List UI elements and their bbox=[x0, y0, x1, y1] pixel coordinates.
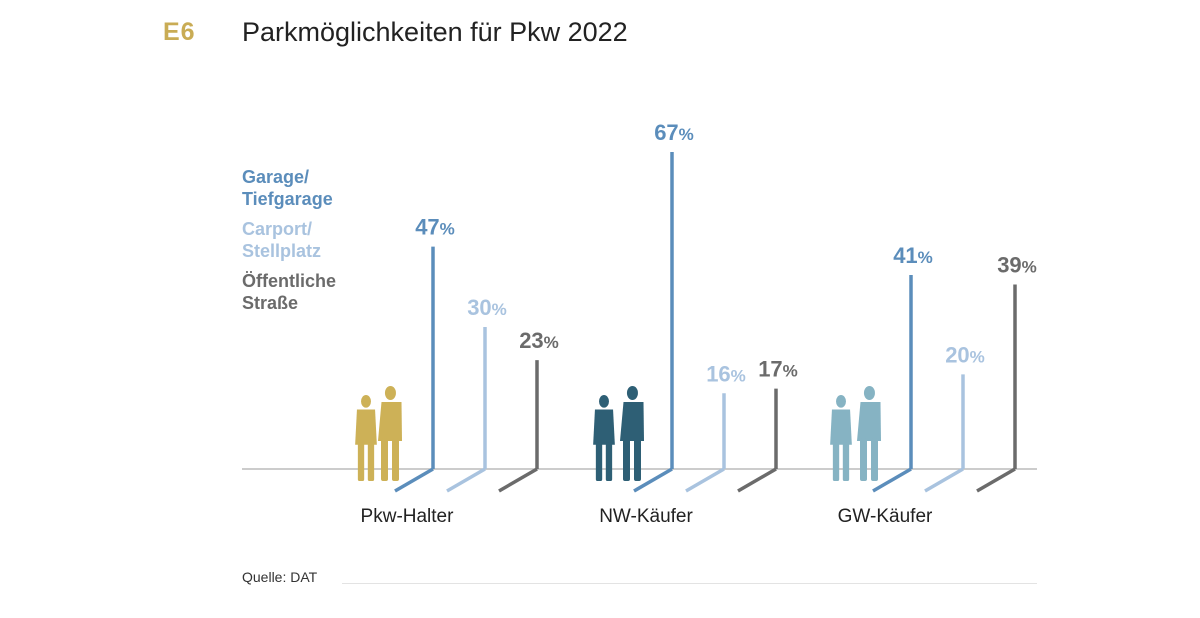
bar-foot bbox=[394, 467, 434, 493]
data-label: 16% bbox=[706, 361, 746, 386]
category-label: NW-Käufer bbox=[599, 506, 693, 527]
legend-label-strasse-line2: Straße bbox=[242, 293, 299, 313]
bar-foot bbox=[737, 467, 777, 493]
bar-foot bbox=[498, 467, 538, 493]
legend-label-carport-line1: Carport/ bbox=[242, 219, 313, 239]
data-label: 47% bbox=[415, 215, 455, 240]
figure-id: E6 bbox=[163, 18, 196, 46]
source-divider bbox=[342, 583, 1037, 584]
legend-label-garage-line1: Garage/ bbox=[242, 167, 310, 187]
legend-item-strasse: Öffentliche Straße bbox=[242, 270, 372, 314]
data-label: 39% bbox=[997, 252, 1037, 277]
legend-label-garage-line2: Tiefgarage bbox=[242, 189, 333, 209]
data-label: 20% bbox=[945, 342, 985, 367]
bar-foot bbox=[872, 467, 912, 493]
chart-title: Parkmöglichkeiten für Pkw 2022 bbox=[242, 17, 628, 47]
source-note: Quelle: DAT bbox=[242, 569, 318, 585]
category-label: Pkw-Halter bbox=[361, 506, 455, 527]
data-label: 41% bbox=[893, 243, 933, 268]
bar-foot bbox=[924, 467, 964, 493]
bar-foot bbox=[685, 467, 725, 493]
bar-foot bbox=[976, 467, 1016, 493]
person-icon bbox=[378, 386, 402, 481]
category-label: GW-Käufer bbox=[838, 506, 933, 527]
legend: Garage/ Tiefgarage Carport/ Stellplatz Ö… bbox=[242, 166, 372, 322]
data-label: 67% bbox=[654, 120, 694, 145]
legend-item-garage: Garage/ Tiefgarage bbox=[242, 166, 372, 210]
legend-label-strasse-line1: Öffentliche bbox=[242, 271, 337, 291]
person-icon bbox=[857, 386, 881, 481]
person-icon bbox=[830, 395, 852, 481]
bar-foot bbox=[446, 467, 486, 493]
person-icon bbox=[620, 386, 644, 481]
data-label: 23% bbox=[519, 328, 559, 353]
legend-item-carport: Carport/ Stellplatz bbox=[242, 218, 372, 262]
data-label: 30% bbox=[467, 295, 507, 320]
data-label: 17% bbox=[758, 357, 798, 382]
person-icon bbox=[355, 395, 377, 481]
legend-label-carport-line2: Stellplatz bbox=[242, 241, 322, 261]
person-icon bbox=[593, 395, 615, 481]
bar-foot bbox=[633, 467, 673, 493]
